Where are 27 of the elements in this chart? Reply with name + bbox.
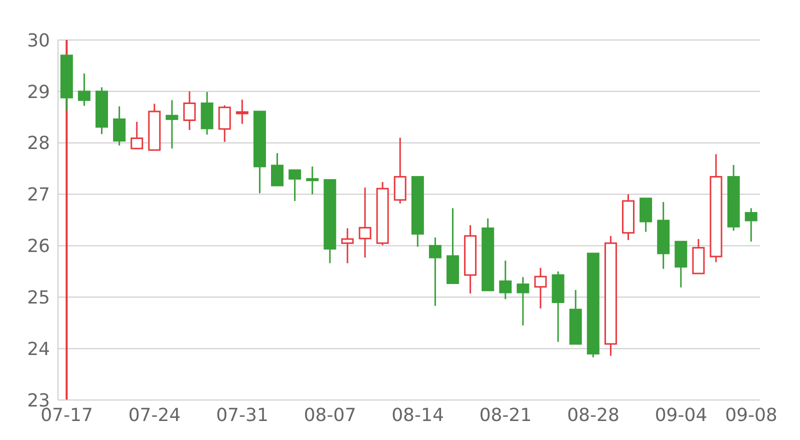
candlestick — [183, 90, 196, 131]
x-tick-label: 08-21 — [479, 404, 532, 426]
x-tick-label: 08-28 — [567, 404, 620, 426]
x-tick-label: 08-07 — [304, 404, 356, 426]
x-tick-label: 08-14 — [392, 404, 444, 426]
y-tick-label: 29 — [27, 82, 50, 103]
y-tick-label: 28 — [27, 133, 50, 154]
candlestick — [534, 267, 547, 310]
y-tick-label: 30 — [27, 30, 50, 52]
candlestick — [657, 201, 670, 270]
x-tick-label: 09-08 — [725, 404, 778, 426]
candlestick — [464, 224, 477, 294]
candlestick — [428, 236, 442, 307]
x-tick-label: 07-24 — [128, 404, 181, 426]
x-tick-label: 07-31 — [216, 404, 268, 426]
candlestick — [358, 186, 372, 258]
candlestick — [236, 98, 248, 125]
x-tick-label: 09-04 — [654, 404, 708, 426]
candlestick — [166, 99, 178, 150]
y-tick-label: 25 — [27, 288, 50, 309]
y-tick-label: 24 — [27, 338, 50, 360]
y-tick-label: 27 — [27, 184, 50, 206]
candlestick — [306, 166, 319, 196]
candlestick — [604, 235, 617, 357]
candlestick — [516, 276, 530, 326]
candlestick — [341, 227, 354, 264]
y-tick-label: 26 — [27, 236, 50, 258]
